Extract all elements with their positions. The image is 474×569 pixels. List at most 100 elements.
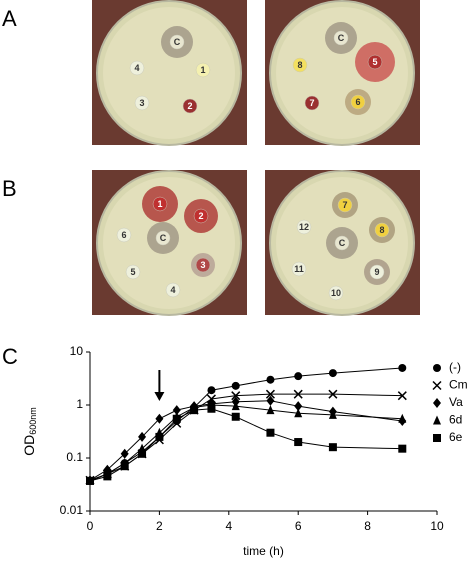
- disc-label: 12: [299, 222, 309, 232]
- series-line: [89, 367, 403, 482]
- marker: [433, 364, 441, 372]
- marker: [103, 472, 112, 481]
- disc: [333, 30, 349, 46]
- disc-label: 2: [198, 211, 203, 221]
- legend-label: Va: [449, 395, 463, 409]
- marker: [120, 462, 129, 471]
- marker: [207, 386, 216, 395]
- disc: [182, 98, 198, 114]
- marker: [328, 389, 338, 399]
- panel-label: C: [2, 344, 18, 369]
- y-label-main: OD: [21, 435, 37, 456]
- disc: [367, 54, 383, 70]
- legend-label: 6d: [449, 413, 462, 427]
- marker: [231, 381, 240, 390]
- marker: [294, 372, 303, 381]
- marker: [207, 404, 216, 413]
- marker: [231, 401, 240, 411]
- marker: [328, 443, 337, 452]
- marker: [398, 444, 407, 453]
- y-tick-label: 0.01: [60, 503, 84, 517]
- marker: [265, 389, 275, 399]
- marker: [172, 405, 181, 416]
- disc-label: 8: [379, 225, 384, 235]
- y-tick-label: 10: [70, 344, 84, 358]
- disc: [328, 285, 344, 301]
- marker: [190, 406, 199, 415]
- disc: [125, 264, 141, 280]
- disc-label: 7: [309, 98, 314, 108]
- disc-label: 2: [187, 101, 192, 111]
- series-line: [89, 404, 403, 482]
- marker: [433, 415, 441, 425]
- disc-label: C: [160, 233, 167, 243]
- disc-label: 7: [342, 200, 347, 210]
- disc: [195, 62, 211, 78]
- marker: [433, 398, 441, 408]
- y-tick-label: 1: [76, 397, 83, 411]
- disc: [337, 197, 353, 213]
- x-tick-label: 4: [225, 519, 232, 533]
- disc-label: 1: [200, 65, 205, 75]
- arrow-head: [154, 392, 165, 401]
- y-label-sub: 600nm: [28, 407, 38, 435]
- x-tick-label: 2: [156, 519, 163, 533]
- legend-label: (-): [449, 360, 461, 374]
- marker: [294, 438, 303, 447]
- x-axis-label: time (h): [243, 544, 284, 558]
- marker: [231, 412, 240, 421]
- marker: [266, 428, 275, 437]
- marker: [433, 434, 441, 442]
- series-line: [89, 400, 403, 481]
- disc-label: 11: [294, 264, 304, 274]
- legend-label: 6e: [449, 430, 463, 444]
- marker: [120, 448, 129, 459]
- disc: [350, 94, 366, 110]
- marker: [294, 408, 303, 418]
- petri-dish-photo: 7 12 8 C 11 9 10: [265, 170, 420, 316]
- series-line: [89, 408, 403, 482]
- agar: [103, 7, 235, 139]
- panel-label: B: [2, 176, 17, 201]
- disc: [134, 95, 150, 111]
- disc-label: 3: [139, 98, 144, 108]
- disc-label: C: [339, 238, 346, 248]
- x-tick-label: 8: [364, 519, 371, 533]
- disc-label: C: [174, 37, 181, 47]
- x-tick-label: 0: [87, 519, 94, 533]
- petri-dish-photo: C 4 1 3 2: [92, 0, 247, 146]
- marker: [266, 405, 275, 415]
- disc-label: 4: [134, 63, 139, 73]
- disc: [296, 219, 312, 235]
- disc: [155, 230, 171, 246]
- disc: [116, 227, 132, 243]
- disc-label: 5: [372, 57, 377, 67]
- disc: [292, 57, 308, 73]
- disc-label: 6: [121, 230, 126, 240]
- y-tick-label: 0.1: [66, 450, 83, 464]
- petri-dish-photo: 1 2 6 C 3 5 4: [92, 170, 247, 316]
- x-tick-label: 6: [295, 519, 302, 533]
- marker: [293, 389, 303, 399]
- disc-label: 1: [157, 199, 162, 209]
- panel-label: A: [2, 6, 17, 31]
- disc-label: 9: [374, 267, 379, 277]
- legend-label: Cm: [449, 378, 468, 392]
- marker: [432, 380, 442, 391]
- marker: [155, 432, 164, 441]
- disc: [129, 60, 145, 76]
- marker: [266, 395, 275, 406]
- marker: [328, 409, 337, 419]
- marker: [397, 391, 407, 401]
- disc-label: 8: [297, 60, 302, 70]
- disc: [304, 95, 320, 111]
- disc-label: 10: [331, 288, 341, 298]
- y-axis-label: OD600nm: [21, 407, 39, 456]
- disc-label: 5: [130, 267, 135, 277]
- disc: [165, 282, 181, 298]
- petri-dish-photo: C 8 5 7 6: [265, 0, 420, 146]
- disc: [369, 264, 385, 280]
- disc: [374, 222, 390, 238]
